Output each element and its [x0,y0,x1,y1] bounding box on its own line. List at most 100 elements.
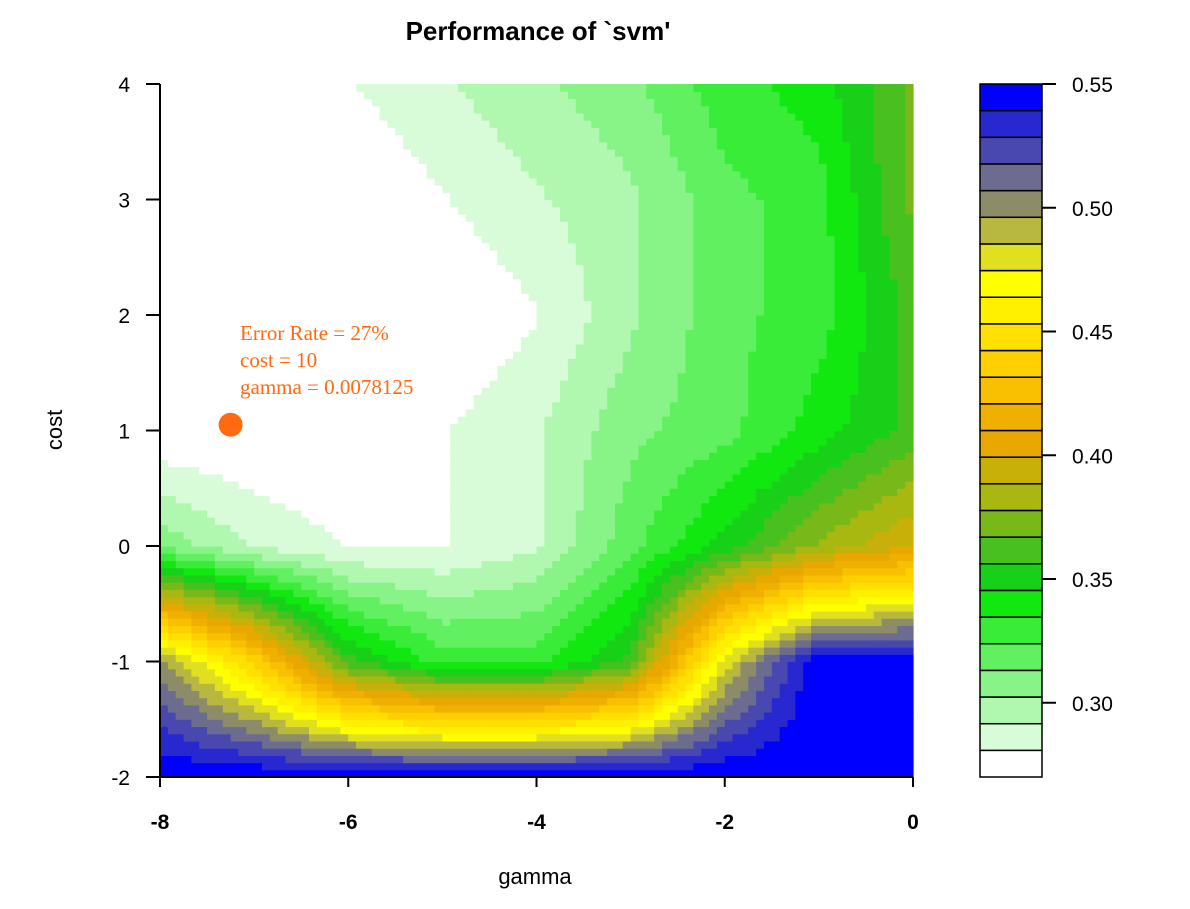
contour-cell [183,726,192,735]
contour-cell [873,452,883,460]
contour-cell [356,668,365,677]
contour-cell [340,423,349,432]
contour-cell [583,408,592,417]
contour-cell [426,416,436,424]
contour-cell [505,632,514,641]
contour-cell [803,430,812,439]
contour-cell [873,408,883,417]
contour-cell [685,560,694,569]
contour-cell [442,459,451,468]
contour-cell [818,574,828,583]
contour-cell [426,437,436,446]
contour-cell [756,697,765,706]
contour-cell [512,452,522,460]
contour-cell [560,567,569,576]
contour-cell [512,481,522,489]
contour-cell [873,466,883,475]
contour-cell [818,610,828,619]
contour-cell [371,430,381,439]
contour-cell [230,488,240,497]
contour-cell [450,423,459,432]
contour-cell [850,517,859,525]
contour-cell [379,762,389,771]
contour-cell [520,704,530,713]
contour-cell [214,437,224,446]
contour-cell [348,582,357,590]
contour-cell [693,502,702,511]
contour-cell [387,538,396,547]
contour-cell [865,538,875,547]
contour-cell [277,668,287,677]
contour-cell [371,726,381,735]
contour-cell [889,430,898,439]
contour-cell [183,603,192,612]
contour-cell [685,408,694,417]
contour-cell [818,596,828,605]
contour-cell [465,625,475,634]
contour-cell [756,733,765,742]
contour-cell [897,690,906,699]
contour-cell [560,495,569,504]
contour-cell [261,401,271,410]
contour-cell [442,574,451,583]
contour-cell [222,437,232,446]
contour-cell [560,437,569,446]
contour-cell [638,740,647,749]
contour-cell [348,553,357,562]
contour-cell [426,408,436,417]
contour-cell [489,423,498,432]
contour-cell [818,654,828,663]
contour-cell [285,444,294,453]
contour-cell [442,668,451,677]
contour-cell [662,762,671,771]
contour-cell [458,589,467,598]
contour-cell [199,582,208,590]
contour-cell [560,502,569,511]
contour-cell [693,683,702,691]
contour-cell [528,567,538,576]
contour-cell [599,502,608,511]
contour-cell [583,560,592,569]
contour-cell [183,481,192,489]
contour-cell [567,444,577,453]
contour-cell [552,755,561,764]
contour-cell [889,444,898,453]
contour-cell [654,481,663,489]
contour-cell [230,574,240,583]
contour-cell [473,697,483,706]
contour-cell [897,473,906,482]
contour-cell [324,502,334,511]
contour-cell [842,481,851,489]
contour-cell [646,719,655,728]
contour-cell [418,473,428,482]
contour-cell [826,567,836,576]
contour-cell [693,690,702,699]
contour-cell [191,459,200,468]
contour-cell [214,632,224,641]
contour-cell [826,509,836,518]
contour-cell [795,668,804,677]
contour-cell [622,408,632,417]
contour-cell [450,567,459,576]
contour-cell [889,762,898,771]
contour-cell [763,574,773,583]
contour-cell [465,517,475,525]
contour-cell [324,553,334,562]
contour-cell [779,481,789,489]
contour-cell [403,430,412,439]
contour-cell [309,502,318,511]
contour-cell [614,755,624,764]
contour-cell [450,769,459,778]
contour-cell [395,639,404,648]
contour-cell [544,668,553,677]
contour-cell [238,408,247,417]
contour-cell [614,596,624,605]
contour-cell [285,632,294,641]
contour-cell [771,452,781,460]
contour-cell [316,618,326,627]
contour-cell [763,401,773,410]
contour-cell [160,596,169,605]
contour-cell [324,459,334,468]
contour-cell [301,726,310,735]
contour-cell [638,502,647,511]
